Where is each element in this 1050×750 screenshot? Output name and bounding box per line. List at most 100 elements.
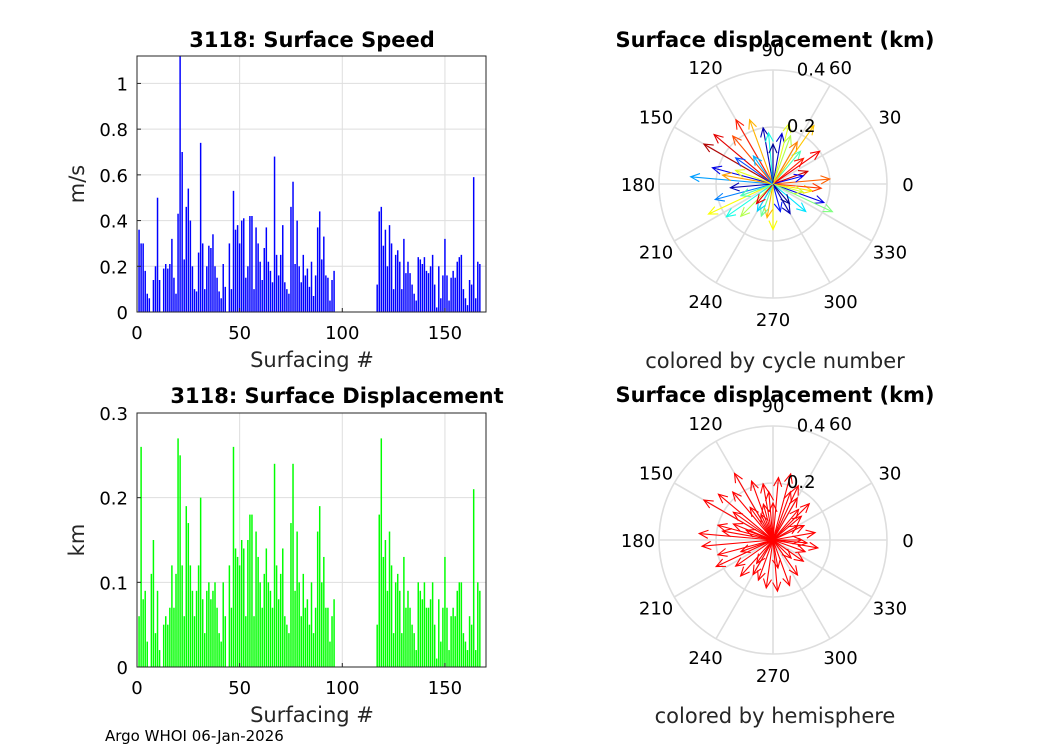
speed-bar xyxy=(450,277,452,312)
polar-hemisphere-arrow-shaft xyxy=(756,539,774,564)
polar-cycle-arrow-shaft xyxy=(772,133,783,185)
displacement-bar xyxy=(183,616,185,667)
polar-hemisphere-arrow xyxy=(772,484,799,541)
speed-bar xyxy=(230,289,233,312)
displacement-bar xyxy=(419,590,422,667)
polar-hemisphere-arrow-shaft xyxy=(735,539,774,567)
displacement-bar xyxy=(423,582,426,667)
polar-hemisphere-arrow-head xyxy=(739,566,750,578)
displacement-ticks: 0 50 100 150 0 0.1 0.2 0.3 xyxy=(99,404,462,699)
speed-bar xyxy=(284,282,286,312)
speed-bar xyxy=(423,257,426,312)
displacement-bar xyxy=(288,633,290,667)
speed-ytick-label: 0.4 xyxy=(99,212,128,233)
displacement-bar xyxy=(440,641,442,667)
speed-bar xyxy=(468,280,471,312)
polar-cycle-arrow-head xyxy=(702,143,714,153)
displacement-bar xyxy=(321,582,323,667)
speed-bar xyxy=(181,152,183,312)
displacement-bar xyxy=(208,582,210,667)
polar-cycle-arrow-shaft xyxy=(766,183,774,218)
polar-hemisphere-angle-label: 210 xyxy=(639,599,673,620)
speed-bar xyxy=(269,270,272,312)
polar-hemisphere-arrow-head xyxy=(787,525,799,535)
polar-cycle-arrow-shaft xyxy=(772,183,791,214)
polar-hemisphere-arrow-shaft xyxy=(772,491,792,541)
speed-bar xyxy=(429,266,432,312)
polar-cycle-arrow-head xyxy=(811,182,823,192)
polar-hemisphere-arrow xyxy=(772,539,820,551)
speed-bar xyxy=(224,286,227,312)
polar-cycle-arrow-head xyxy=(793,173,805,183)
speed-bar xyxy=(228,243,231,312)
speed-bar xyxy=(282,225,284,312)
polar-hemisphere-arrow-head xyxy=(799,502,811,514)
footer-credit: Argo WHOI 06-Jan-2026 xyxy=(105,727,284,745)
speed-bar xyxy=(158,280,161,312)
speed-bar xyxy=(171,238,173,312)
polar-cycle-angle-label: 330 xyxy=(873,243,907,264)
displacement-bar xyxy=(142,599,144,667)
polar-hemisphere-arrow xyxy=(697,529,774,541)
speed-bar xyxy=(419,259,422,312)
polar-hemisphere-title: Surface displacement (km) xyxy=(615,383,934,407)
displacement-bar xyxy=(247,540,249,667)
displacement-bar xyxy=(300,616,302,667)
polar-cycle-arrow xyxy=(772,134,792,185)
speed-bar xyxy=(245,277,247,312)
displacement-bar xyxy=(292,463,294,667)
speed-bar xyxy=(318,211,321,312)
polar-cycle-angle-label: 60 xyxy=(829,58,852,79)
polar-hemisphere-arrow-head xyxy=(750,479,759,491)
speed-bar xyxy=(140,243,142,312)
polar-cycle-arrow-shaft xyxy=(772,157,804,185)
polar-cycle-arrow-head xyxy=(760,206,769,218)
polar-cycle-chart: 0 30 60 90 120 150 180 210 240 270 300 330 0.2 0.4 Su… xyxy=(615,28,934,373)
polar-cycle-arrow-shaft xyxy=(772,141,798,185)
speed-bar xyxy=(470,284,473,312)
polar-cycle-arrow-head xyxy=(780,194,791,205)
polar-cycle-arrow xyxy=(760,126,774,185)
speed-bar xyxy=(216,277,218,312)
speed-bar xyxy=(167,268,169,312)
displacement-bar xyxy=(438,599,440,667)
polar-cycle-arrow xyxy=(734,157,774,185)
polar-hemisphere-arrow-head xyxy=(739,544,751,553)
polar-hemisphere-arrow-head xyxy=(782,575,791,587)
polar-cycle-arrow-head xyxy=(739,206,751,218)
polar-hemisphere-arrow-shaft xyxy=(772,503,810,541)
displacement-bar xyxy=(234,548,237,667)
polar-cycle-arrow-head xyxy=(739,188,751,197)
displacement-ytick-label: 0.3 xyxy=(99,404,128,425)
polar-hemisphere-arrow-head xyxy=(762,578,772,590)
speed-chart: 0 50 100 150 0 0.2 0.4 0.6 0.8 1 3118: Surface Sp… xyxy=(65,28,487,372)
polar-cycle-arrow-head xyxy=(764,131,774,143)
displacement-bar xyxy=(442,607,444,667)
displacement-bar xyxy=(173,607,175,667)
speed-bar xyxy=(288,293,290,312)
polar-cycle-angle-label: 300 xyxy=(823,292,857,313)
polar-cycle-angle-label: 120 xyxy=(688,58,722,79)
displacement-bar xyxy=(261,607,263,667)
polar-hemisphere-arrow-shaft xyxy=(757,539,774,581)
polar-cycle-arrow-head xyxy=(735,118,745,130)
displacement-bar xyxy=(425,607,428,667)
displacement-bar xyxy=(206,590,208,667)
speed-ytick-label: 0 xyxy=(117,303,128,324)
speed-bar xyxy=(222,264,224,312)
polar-hemisphere-angle-label: 270 xyxy=(756,666,790,687)
displacement-bar xyxy=(175,573,177,667)
polar-hemisphere-angle-label: 240 xyxy=(688,648,722,669)
displacement-bar xyxy=(454,616,456,667)
polar-hemisphere-arrows xyxy=(697,472,820,593)
displacement-bar xyxy=(396,573,399,667)
polar-hemisphere-arrow-head xyxy=(788,565,799,577)
displacement-bar xyxy=(460,582,463,667)
polar-hemisphere-arrow xyxy=(760,512,774,541)
displacement-bar xyxy=(189,565,192,667)
polar-hemisphere-arrow-shaft xyxy=(734,473,774,541)
polar-hemisphere-arrow-head xyxy=(771,558,781,570)
polar-cycle-arrow-shaft xyxy=(740,183,774,217)
polar-cycle-arrow-shaft xyxy=(756,183,774,212)
